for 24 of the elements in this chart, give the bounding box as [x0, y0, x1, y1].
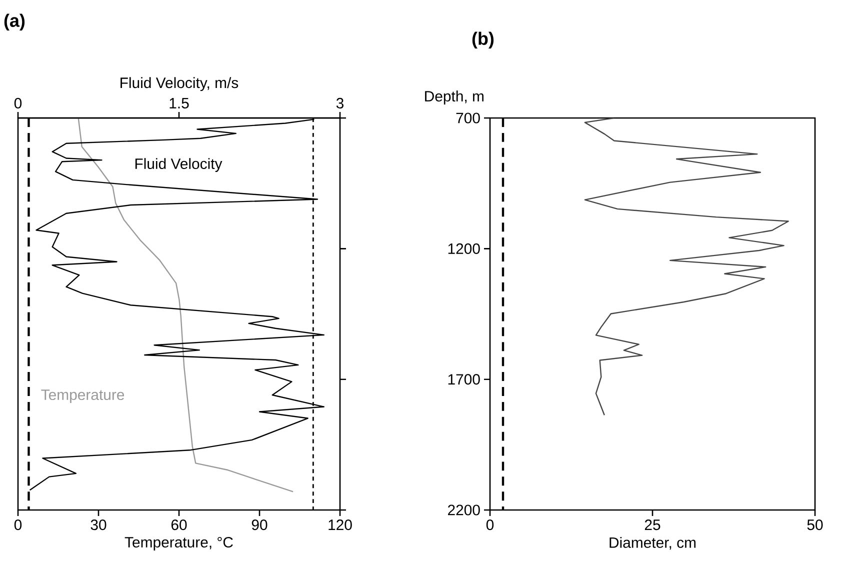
- x-tick-label: 50: [807, 520, 823, 530]
- text: Temperature: [41, 390, 124, 404]
- x2-tick-label: 0: [14, 98, 22, 108]
- x-tick-label: 120: [328, 520, 352, 530]
- x-tick-label: 60: [171, 520, 187, 530]
- x2-tick-label: 3: [336, 98, 344, 108]
- x-axis-title: Temperature, °C: [124, 536, 233, 550]
- y-tick-label: 2200: [448, 504, 480, 516]
- x-tick-label: 0: [486, 520, 494, 530]
- x2-axis-title: Fluid Velocity, m/s: [120, 77, 238, 92]
- y-axis-title: Depth, m: [425, 90, 484, 104]
- y-tick-label: 700: [456, 112, 480, 124]
- x-tick-label: 25: [644, 520, 660, 530]
- chart-title: (a): [4, 14, 25, 30]
- x-tick-label: 30: [90, 520, 106, 530]
- x-tick-label: 0: [14, 520, 22, 530]
- line-series: [584, 118, 789, 416]
- x-axis-title: Diameter, cm: [610, 536, 696, 550]
- x2-tick-label: 1.5: [170, 98, 189, 108]
- y-tick-label: 1200: [448, 243, 480, 254]
- chart-title: (b): [472, 32, 494, 48]
- y-tick-label: 1700: [448, 374, 480, 385]
- x-tick-label: 90: [252, 520, 268, 530]
- series-label: Fluid Velocity: [135, 158, 222, 172]
